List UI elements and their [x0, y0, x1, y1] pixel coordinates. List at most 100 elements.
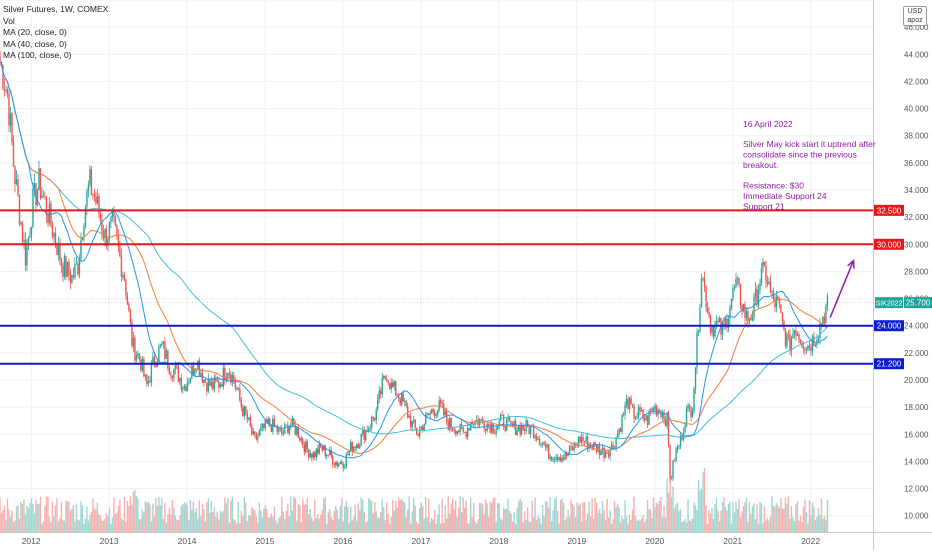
candle: [351, 441, 353, 456]
volume-bar: [580, 520, 583, 532]
volume-bar: [81, 505, 84, 532]
candle-body: [351, 442, 353, 453]
candle: [457, 429, 460, 434]
candle-body: [47, 214, 49, 224]
candle: [726, 313, 728, 333]
candle-body: [140, 359, 142, 371]
candle: [321, 446, 323, 453]
candle-body: [62, 265, 64, 277]
candle: [99, 210, 102, 224]
candle: [466, 423, 469, 440]
candle: [78, 254, 81, 279]
candle-body: [690, 407, 692, 417]
candle: [390, 378, 392, 393]
volume-bar: [768, 520, 770, 532]
volume-bar: [559, 500, 562, 532]
candle-body: [168, 367, 171, 375]
candle-body: [541, 442, 544, 444]
volume-bar: [63, 520, 66, 532]
candle: [763, 261, 766, 267]
candle-body: [744, 304, 746, 319]
candle-body: [486, 423, 488, 431]
volume-bar: [347, 507, 349, 532]
volume-bar: [436, 514, 439, 532]
candle: [439, 397, 442, 408]
volume-bar: [453, 508, 455, 532]
volume-bar: [448, 513, 451, 532]
candle-body: [147, 380, 150, 384]
volume-bar: [621, 516, 623, 532]
volume-bar: [243, 497, 246, 532]
candle-body: [311, 453, 313, 458]
candle: [582, 433, 584, 446]
volume-bar: [381, 499, 383, 532]
candle-body: [423, 423, 425, 431]
candle: [123, 271, 126, 282]
volume-bar: [272, 516, 274, 532]
candle-body: [161, 343, 163, 345]
candle-body: [65, 256, 67, 277]
candle-body: [6, 89, 9, 94]
volume-bar: [534, 497, 536, 532]
volume-bar: [799, 515, 802, 532]
candle: [341, 459, 343, 465]
candle: [327, 454, 329, 458]
symbol-label-box: [875, 297, 903, 309]
volume-bar: [520, 501, 523, 532]
candle-body: [309, 453, 311, 458]
volume-bar: [86, 506, 88, 532]
candle-body: [721, 323, 724, 335]
candle-body: [673, 460, 676, 462]
volume-bar: [258, 502, 261, 532]
candle-body: [336, 461, 338, 466]
candle-body: [317, 448, 319, 454]
volume-bar: [251, 506, 253, 532]
candle: [706, 301, 709, 314]
volume-bar: [141, 509, 144, 532]
candle-body: [198, 360, 201, 376]
volume-bar: [516, 507, 518, 532]
candle: [622, 411, 625, 417]
volume-bar: [690, 520, 692, 532]
candle-body: [33, 182, 36, 189]
volume-bar: [201, 504, 204, 532]
candle-body: [616, 433, 619, 437]
candle: [489, 421, 491, 434]
volume-bar: [113, 497, 115, 532]
currency-button[interactable]: USD apoz: [903, 6, 927, 26]
volume-bar: [372, 513, 374, 532]
volume-bar: [351, 520, 353, 532]
candle-body: [498, 421, 500, 427]
candle-body: [149, 380, 151, 383]
candle: [431, 408, 433, 415]
candle-body: [679, 435, 682, 447]
volume-bar: [414, 505, 416, 532]
volume-bar: [147, 501, 150, 532]
volume-bar: [588, 501, 590, 532]
candle-body: [383, 375, 385, 378]
volume-bar: [489, 501, 491, 532]
candle-body: [32, 188, 34, 228]
candle-body: [697, 330, 700, 333]
volume-bar: [612, 519, 614, 532]
candle-body: [778, 299, 781, 305]
candle-body: [729, 308, 731, 319]
candle: [708, 307, 710, 319]
candle: [11, 112, 13, 146]
volume-bar: [255, 516, 258, 532]
candle: [586, 433, 589, 453]
candle-body: [442, 403, 445, 415]
volume-bar: [54, 505, 57, 532]
candle: [784, 327, 787, 349]
y-tick-label: 40.000: [904, 105, 929, 114]
candle: [408, 414, 410, 419]
volume-bar: [380, 512, 382, 532]
volume-bar: [640, 518, 643, 532]
volume-bar: [661, 517, 664, 532]
y-tick-label: 30.000: [904, 240, 929, 249]
candle: [63, 252, 66, 280]
volume-bar: [425, 497, 427, 532]
volume-bar: [597, 512, 599, 532]
candle-body: [615, 436, 617, 448]
